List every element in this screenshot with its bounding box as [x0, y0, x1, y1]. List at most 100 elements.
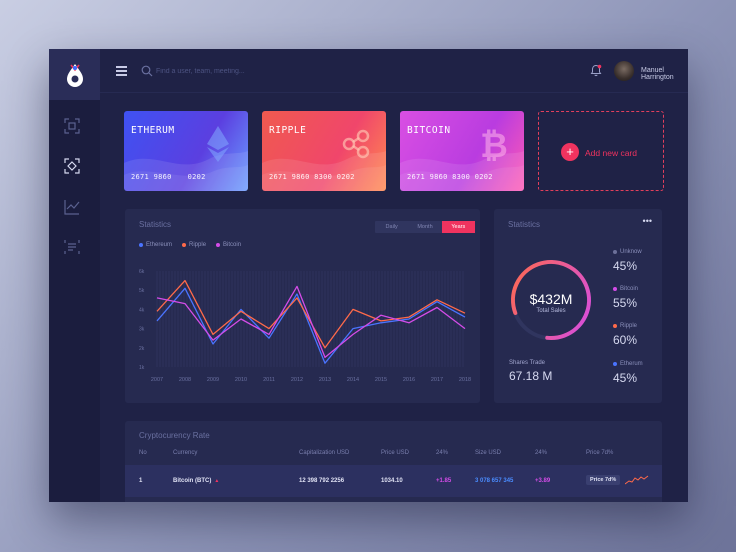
summary-title: Statistics	[508, 220, 541, 229]
stat-label-ripple: Ripple	[613, 323, 637, 329]
stat-label-bitcoin: Bitcoin	[613, 286, 638, 292]
stat-value-ripple: 60%	[613, 333, 638, 347]
menu-icon[interactable]	[116, 66, 127, 76]
scan-icon[interactable]	[64, 118, 80, 134]
card-ripple[interactable]: RIPPLE 2671 9860 8300 0202	[262, 111, 386, 191]
x-tick-label: 2010	[235, 377, 247, 383]
shares-trade-value: 67.18 M	[509, 369, 553, 383]
card-wave	[400, 151, 524, 191]
y-tick-label: 5k	[139, 288, 145, 294]
stat-label-etherum: Etherum	[613, 361, 643, 367]
bitcoin-icon: ₿	[480, 126, 508, 163]
legend-item: Ethereum	[139, 242, 172, 248]
column-header[interactable]: Price USD	[381, 450, 410, 456]
card-number: 2671 9860 8300 0202	[269, 173, 355, 181]
table-header: No Currency Capitalization USD Price USD…	[125, 445, 662, 463]
list-icon[interactable]	[64, 239, 80, 255]
dashboard-window: Manuel Harrington ▾ ETHERUM 2671 9860020…	[49, 49, 688, 502]
y-tick-label: 6k	[139, 269, 145, 275]
card-wave	[124, 151, 248, 191]
cell-currency: Bitcoin (BTC) ▲	[173, 478, 220, 484]
y-tick-label: 3k	[139, 327, 145, 333]
donut-arc	[511, 260, 591, 340]
x-tick-label: 2012	[291, 377, 303, 383]
x-tick-label: 2013	[319, 377, 331, 383]
chart-check-icon[interactable]	[64, 199, 80, 215]
sidebar	[49, 49, 100, 502]
plus-icon: +	[561, 143, 579, 161]
price-7d-badge[interactable]: Price 7d%	[586, 475, 621, 485]
period-switch: Daily Month Years	[375, 221, 475, 233]
add-card-button[interactable]: + Add new card	[538, 111, 664, 191]
chart-title: Statistics	[139, 220, 172, 229]
stat-value-unknow: 45%	[613, 259, 638, 273]
total-sales-label: Total Sales	[536, 308, 566, 314]
table-title: Cryptocurency Rate	[139, 431, 210, 440]
sales-donut	[511, 260, 591, 340]
x-tick-label: 2018	[459, 377, 471, 383]
tab-month[interactable]: Month	[417, 224, 433, 230]
chart-legend: Ethereum Ripple Bitcoin	[139, 242, 241, 248]
x-tick-label: 2014	[347, 377, 359, 383]
series-line-bitcoin[interactable]	[156, 285, 466, 359]
avatar[interactable]	[614, 61, 634, 81]
add-card-label: Add new card	[585, 148, 637, 158]
ripple-icon	[342, 129, 370, 159]
legend-item: Bitcoin	[216, 242, 241, 248]
cell-capitalization: 12 398 792 2256	[299, 478, 345, 484]
card-name: ETHERUM	[131, 125, 175, 136]
more-icon[interactable]: •••	[642, 216, 652, 226]
stat-label-unknow: Unknow	[613, 249, 642, 255]
cell-size: 3 078 657 345	[475, 478, 514, 484]
ethereum-icon	[207, 126, 229, 162]
stat-value-bitcoin: 55%	[613, 296, 638, 310]
y-tick-label: 1k	[139, 365, 145, 371]
tab-years[interactable]: Years	[441, 221, 475, 233]
card-ethereum[interactable]: ETHERUM 2671 9860 0202	[124, 111, 248, 191]
shares-trade-label: Shares Trade	[509, 360, 546, 366]
crypto-rate-panel: Cryptocurency Rate No Currency Capitaliz…	[125, 421, 662, 502]
y-tick-label: 4k	[139, 307, 145, 313]
x-tick-label: 2011	[263, 377, 275, 383]
logo[interactable]	[49, 49, 100, 100]
focus-icon[interactable]	[64, 158, 80, 174]
column-header[interactable]: 24%	[535, 450, 548, 456]
cell-no: 1	[139, 478, 143, 484]
top-bar: Manuel Harrington ▾	[100, 49, 688, 93]
cell-change-size: +3.89	[535, 478, 551, 484]
card-number: 2671 9860 8300 0202	[407, 173, 493, 181]
y-tick-label: 2k	[139, 346, 145, 352]
column-header[interactable]: 24%	[436, 450, 449, 456]
series-line-ethereum[interactable]	[156, 287, 466, 364]
svg-text:₿: ₿	[480, 126, 508, 163]
series-line-ripple[interactable]	[156, 279, 466, 349]
search-icon	[141, 65, 153, 77]
card-name: RIPPLE	[269, 125, 307, 136]
x-tick-label: 2007	[151, 377, 163, 383]
drop-logo-icon	[66, 63, 83, 87]
column-header[interactable]: Currency	[173, 450, 198, 456]
card-wave	[262, 151, 386, 191]
statistics-chart-panel: Statistics Daily Month Years Ethereum Ri…	[125, 209, 480, 403]
user-name[interactable]: Manuel Harrington	[641, 67, 674, 81]
column-header[interactable]: Price 7d%	[586, 450, 614, 456]
legend-item: Ripple	[182, 242, 206, 248]
sparkline	[625, 475, 649, 485]
x-tick-label: 2009	[207, 377, 219, 383]
table-row[interactable]: 1 Bitcoin (BTC) ▲ 12 398 792 2256 1034.10…	[125, 465, 662, 497]
card-number: 2671 9860 0202	[131, 173, 206, 181]
bell-icon[interactable]	[590, 64, 602, 77]
x-tick-label: 2015	[375, 377, 387, 383]
card-bitcoin[interactable]: BITCOIN 2671 9860 8300 0202 ₿	[400, 111, 524, 191]
cell-price: 1034.10	[381, 478, 403, 484]
cell-change-24h: +1.85	[436, 478, 452, 484]
total-sales-value: $432M	[529, 291, 573, 307]
column-header[interactable]: Capitalization USD	[299, 450, 350, 456]
x-tick-label: 2008	[179, 377, 191, 383]
stat-value-etherum: 45%	[613, 371, 638, 385]
column-header[interactable]: Size USD	[475, 450, 502, 456]
tab-daily[interactable]: Daily	[385, 224, 398, 230]
x-tick-label: 2017	[431, 377, 443, 383]
search-input[interactable]	[156, 62, 356, 80]
column-header[interactable]: No	[139, 450, 147, 456]
